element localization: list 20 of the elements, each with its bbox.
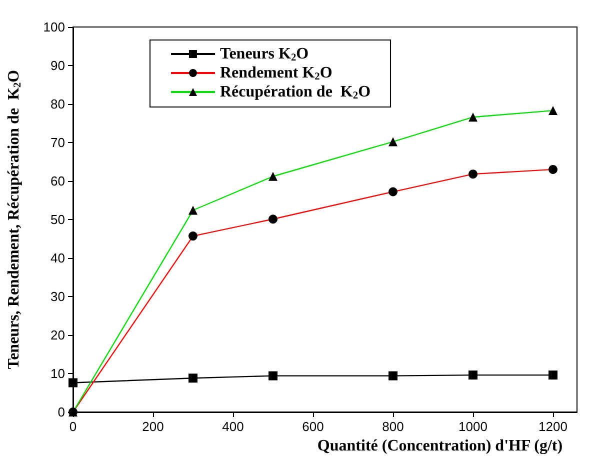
y-tick-label: 0 <box>58 404 65 420</box>
y-tick-label: 60 <box>50 174 65 188</box>
x-tick-label: 0 <box>69 419 77 434</box>
x-tick-label: 200 <box>142 419 164 434</box>
x-axis-title: Quantité (Concentration) d'HF (g/t) <box>317 437 563 454</box>
y-tick-label: 10 <box>50 366 65 381</box>
y-axis-title: Teneurs, Rendement, Récupération de K2O <box>6 70 24 370</box>
y-tick-label: 100 <box>43 20 65 34</box>
x-tick-label: 400 <box>222 419 244 434</box>
y-tick-label: 40 <box>50 250 65 266</box>
y-tick-label: 30 <box>50 289 65 304</box>
y-tick-label: 80 <box>50 96 65 112</box>
x-tick-label: 800 <box>382 419 404 434</box>
y-tick-label: 50 <box>50 212 65 227</box>
y-tick-label: 90 <box>50 58 65 73</box>
x-tick-label: 600 <box>302 419 324 434</box>
x-tick-label: 1200 <box>538 419 568 434</box>
y-tick-label: 20 <box>50 328 65 342</box>
x-tick-label: 1000 <box>458 419 488 434</box>
y-tick-label: 70 <box>50 135 65 150</box>
